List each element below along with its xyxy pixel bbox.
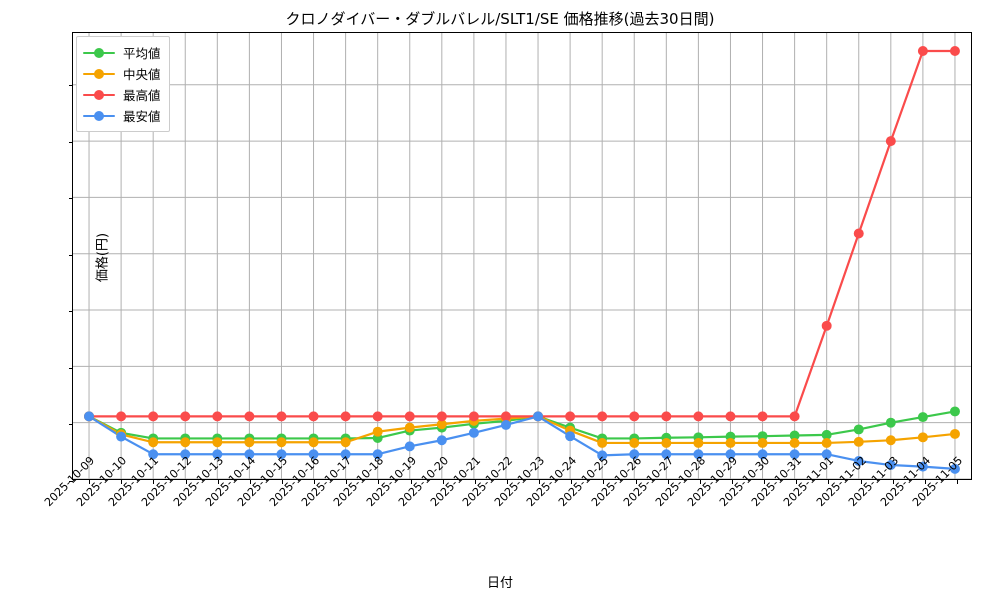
x-tick-mark — [796, 479, 798, 484]
x-tick-mark — [892, 479, 894, 484]
legend-label: 平均値 — [123, 46, 161, 61]
x-tick-mark — [956, 479, 958, 484]
x-axis-label: 日付 — [486, 576, 513, 591]
legend-marker-icon — [83, 46, 115, 60]
x-tick-mark — [924, 479, 926, 484]
y-tick-mark — [68, 311, 73, 313]
x-tick-mark — [121, 479, 123, 484]
x-tick-mark — [571, 479, 573, 484]
legend-marker-icon — [83, 67, 115, 81]
legend-item-3[interactable]: 最高値 — [83, 84, 161, 105]
x-tick-mark — [828, 479, 830, 484]
x-tick-mark — [314, 479, 316, 484]
legend-label: 中央値 — [123, 67, 161, 82]
series-layer — [84, 46, 960, 474]
gridlines — [73, 33, 971, 479]
x-tick-mark — [603, 479, 605, 484]
x-tick-mark — [635, 479, 637, 484]
x-tick-mark — [539, 479, 541, 484]
x-tick-mark — [667, 479, 669, 484]
x-tick-mark — [442, 479, 444, 484]
y-tick-mark — [68, 367, 73, 369]
chart-title: クロノダイバー・ダブルバレル/SLT1/SE 価格推移(過去30日間) — [285, 10, 715, 28]
x-tick-mark — [281, 479, 283, 484]
y-tick-mark — [68, 141, 73, 143]
x-tick-mark — [217, 479, 219, 484]
y-tick-mark — [68, 481, 73, 482]
x-tick-mark — [346, 479, 348, 484]
x-tick-mark — [764, 479, 766, 484]
x-tick-mark — [410, 479, 412, 484]
legend: 平均値中央値最高値最安値 — [76, 36, 170, 132]
x-tick-mark — [699, 479, 701, 484]
plot-area: 02505007501000125015001750 価格(円) — [68, 32, 972, 484]
legend-label: 最安値 — [123, 109, 161, 124]
legend-item-1[interactable]: 平均値 — [83, 42, 161, 63]
x-tick-mark — [378, 479, 380, 484]
y-tick-mark — [68, 424, 73, 426]
x-tick-mark — [860, 479, 862, 484]
legend-item-4[interactable]: 最安値 — [83, 105, 161, 126]
x-tick-mark — [474, 479, 476, 484]
y-axis-label: 価格(円) — [95, 232, 111, 283]
x-tick-mark — [153, 479, 155, 484]
x-tick-mark — [89, 479, 91, 484]
y-tick-mark — [68, 254, 73, 256]
y-tick-mark — [68, 198, 73, 200]
legend-marker-icon — [83, 88, 115, 102]
legend-item-2[interactable]: 中央値 — [83, 63, 161, 84]
legend-marker-icon — [83, 109, 115, 123]
x-tick-mark — [506, 479, 508, 484]
x-tick-mark — [731, 479, 733, 484]
x-tick-mark — [185, 479, 187, 484]
x-tick-mark — [249, 479, 251, 484]
legend-label: 最高値 — [123, 88, 161, 103]
y-tick-mark — [68, 85, 73, 87]
